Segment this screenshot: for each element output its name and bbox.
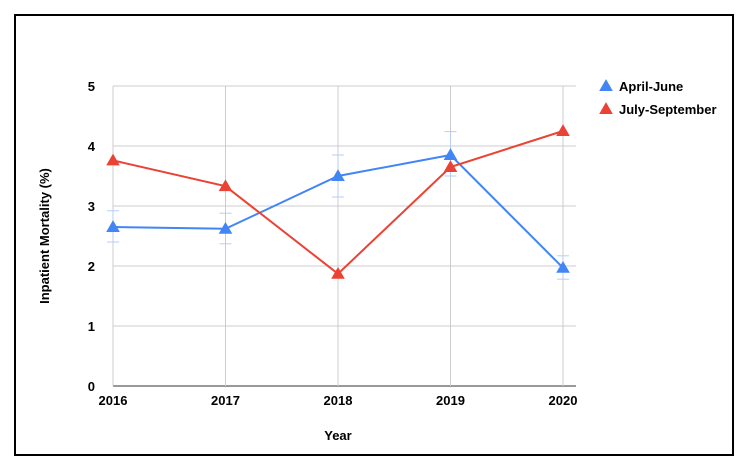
data-point-marker xyxy=(443,148,458,160)
x-tick-label: 2017 xyxy=(211,393,240,408)
x-tick-label: 2019 xyxy=(436,393,465,408)
y-tick-label: 5 xyxy=(88,79,95,94)
legend-label: July-September xyxy=(619,102,717,117)
y-tick-label: 1 xyxy=(88,319,95,334)
data-point-marker xyxy=(218,179,233,192)
y-tick-label: 4 xyxy=(88,139,96,154)
legend-label: April-June xyxy=(619,79,683,94)
data-point-marker xyxy=(106,220,120,232)
x-tick-labels: 2016 2017 2018 2019 2020 xyxy=(99,393,578,408)
data-point-marker xyxy=(556,260,570,273)
x-tick-label: 2018 xyxy=(324,393,353,408)
y-axis-label: Inpatient Mortality (%) xyxy=(37,168,52,304)
data-point-marker xyxy=(443,160,458,172)
legend-marker xyxy=(599,102,613,114)
legend: April-June July-September xyxy=(599,79,717,117)
data-point-marker xyxy=(331,266,345,279)
data-point-marker xyxy=(218,221,233,234)
x-tick-label: 2016 xyxy=(99,393,128,408)
chart-frame xyxy=(14,14,734,456)
x-axis-label: Year xyxy=(324,428,351,443)
series-markers xyxy=(106,124,570,279)
y-tick-label: 0 xyxy=(88,379,95,394)
x-tick-label: 2020 xyxy=(549,393,578,408)
y-tick-labels: 0 1 2 3 4 5 xyxy=(88,79,96,394)
data-point-marker xyxy=(331,169,345,181)
data-point-marker xyxy=(106,153,120,166)
legend-marker xyxy=(599,79,613,91)
grid-lines xyxy=(112,85,576,387)
y-tick-label: 3 xyxy=(88,199,95,214)
y-tick-label: 2 xyxy=(88,259,95,274)
data-point-marker xyxy=(556,124,570,136)
